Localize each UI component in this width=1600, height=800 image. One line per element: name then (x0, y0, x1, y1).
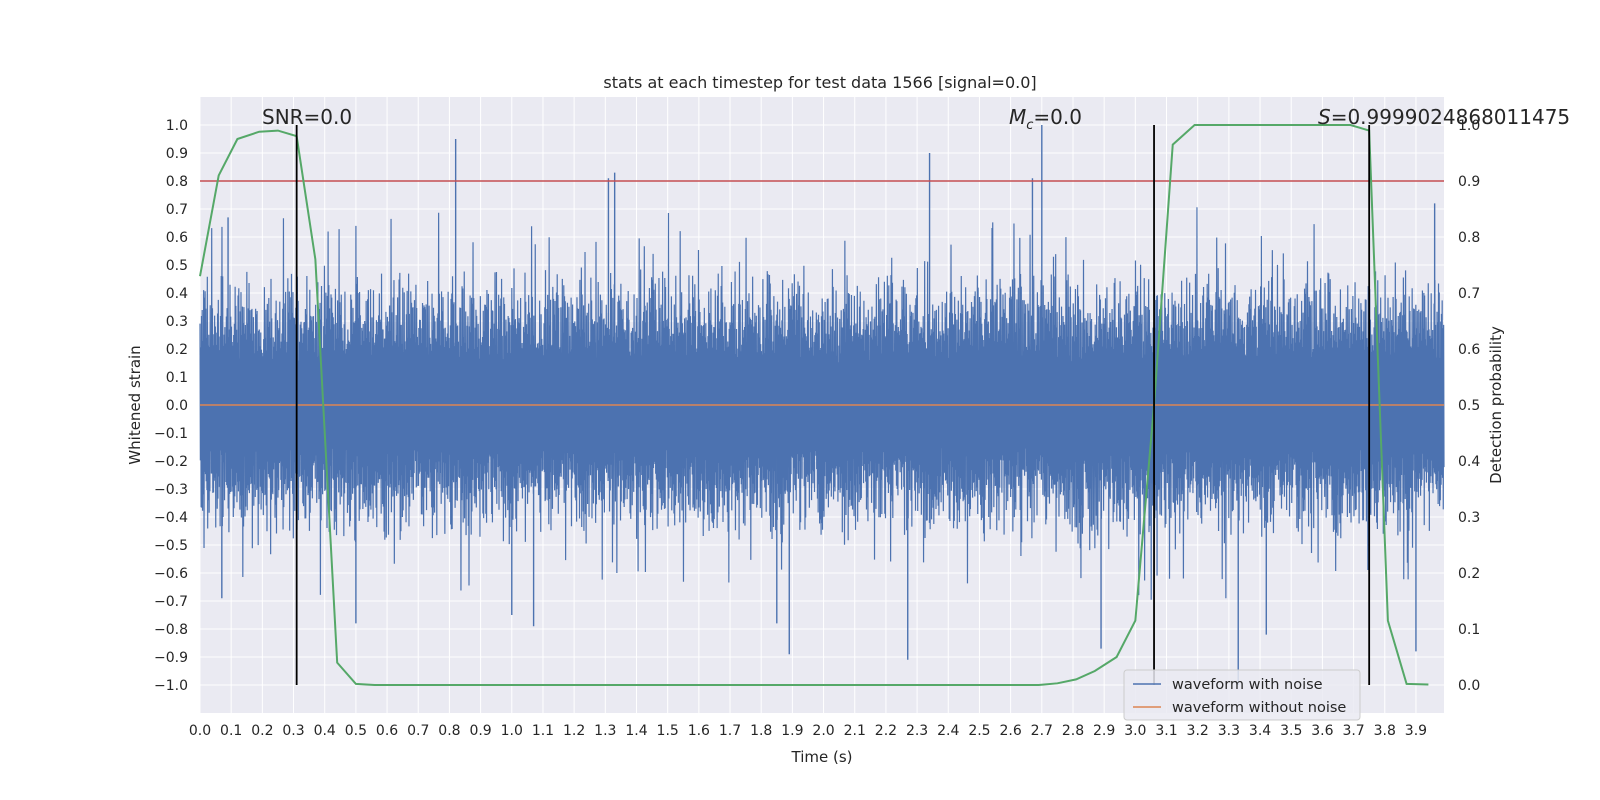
x-tick-label: 0.8 (438, 723, 460, 739)
right-y-tick-label: 0.9 (1458, 174, 1480, 190)
x-tick-label: 3.3 (1218, 723, 1240, 739)
y-tick-label: 0.9 (166, 146, 188, 162)
right-y-axis-label: Detection probability (1487, 326, 1505, 484)
x-tick-label: 0.0 (189, 723, 211, 739)
score-annotation: S=0.9999024868011475 (1318, 105, 1570, 129)
x-tick-label: 3.9 (1405, 723, 1427, 739)
detection-probability-series (199, 124, 1429, 686)
vertical-markers (295, 125, 1371, 685)
y-axis-label: Whitened strain (126, 345, 144, 464)
y-tick-label: −0.8 (154, 622, 188, 638)
y-tick-label: 0.0 (166, 398, 188, 414)
y-tick-label: −0.6 (154, 566, 188, 582)
x-tick-label: 1.9 (781, 723, 803, 739)
x-tick-label: 3.6 (1311, 723, 1333, 739)
x-tick-label: 2.5 (968, 723, 990, 739)
mc-value: =0.0 (1033, 105, 1082, 129)
y-tick-label: −0.9 (154, 650, 188, 666)
y-tick-label: −0.3 (154, 482, 188, 498)
s-symbol: S (1318, 105, 1331, 129)
x-tick-label: 2.0 (812, 723, 834, 739)
x-tick-label: 1.8 (750, 723, 772, 739)
right-y-tick-label: 0.2 (1458, 566, 1480, 582)
y-tick-label: −0.2 (154, 454, 188, 470)
x-tick-label: 0.3 (282, 723, 304, 739)
chirp-mass-annotation: Mc=0.0 (1009, 105, 1082, 133)
y-tick-label: 0.7 (166, 202, 188, 218)
x-tick-label: 2.6 (999, 723, 1021, 739)
x-tick-label: 2.2 (875, 723, 897, 739)
detection-probability-line (199, 124, 1429, 686)
right-y-tick-label: 0.0 (1458, 678, 1480, 694)
x-tick-label: 3.7 (1342, 723, 1364, 739)
legend-label-clean: waveform without noise (1172, 700, 1346, 716)
y-tick-label: −0.1 (154, 426, 188, 442)
x-tick-labels: 0.0 0.1 0.2 0.3 0.4 0.5 0.6 0.7 0.8 0.9 1.0 1.1 1.2 1… (189, 723, 1427, 739)
x-tick-label: 2.7 (1031, 723, 1053, 739)
x-tick-label: 3.2 (1187, 723, 1209, 739)
x-tick-label: 2.3 (906, 723, 928, 739)
x-tick-label: 1.2 (563, 723, 585, 739)
y-tick-label: −1.0 (154, 678, 188, 694)
x-tick-label: 1.0 (501, 723, 523, 739)
legend-label-noisy: waveform with noise (1172, 677, 1323, 693)
x-tick-label: 3.1 (1155, 723, 1177, 739)
x-tick-label: 1.5 (657, 723, 679, 739)
legend: waveform with noise waveform without noi… (1123, 669, 1361, 721)
x-tick-label: 3.8 (1374, 723, 1396, 739)
y-tick-label: 0.3 (166, 314, 188, 330)
x-tick-label: 1.4 (625, 723, 647, 739)
x-tick-label: 1.7 (719, 723, 741, 739)
right-y-tick-label: 0.1 (1458, 622, 1480, 638)
mc-symbol: M (1009, 105, 1026, 129)
x-tick-label: 0.7 (407, 723, 429, 739)
x-tick-label: 1.1 (532, 723, 554, 739)
x-tick-label: 2.8 (1062, 723, 1084, 739)
x-tick-label: 1.6 (688, 723, 710, 739)
x-tick-label: 0.9 (469, 723, 491, 739)
mc-subscript: c (1026, 118, 1033, 133)
x-tick-label: 0.2 (251, 723, 273, 739)
x-tick-label: 0.6 (376, 723, 398, 739)
legend-box (1123, 669, 1361, 721)
s-value: =0.9999024868011475 (1331, 105, 1570, 129)
y-tick-label: 0.4 (166, 286, 188, 302)
y-tick-label: −0.4 (154, 510, 188, 526)
y-tick-label: 1.0 (166, 118, 188, 134)
y-tick-labels: 1.0 0.9 0.8 0.7 0.6 0.5 0.4 0.3 0.2 0.1 0.0 −0.1 −0.… (154, 118, 188, 694)
noisy-waveform-line (199, 207, 1445, 600)
right-y-tick-label: 0.4 (1458, 454, 1480, 470)
x-tick-label: 0.5 (345, 723, 367, 739)
x-tick-label: 3.5 (1280, 723, 1302, 739)
right-y-tick-label: 0.6 (1458, 342, 1480, 358)
chart-title: stats at each timestep for test data 156… (603, 73, 1036, 92)
right-y-tick-label: 1.0 (1458, 118, 1480, 134)
right-y-tick-label: 0.8 (1458, 230, 1480, 246)
x-tick-label: 3.0 (1124, 723, 1146, 739)
right-y-tick-labels: 1.0 0.9 0.8 0.7 0.6 0.5 0.4 0.3 0.2 0.1 0.0 (1458, 118, 1480, 694)
x-tick-label: 0.4 (314, 723, 336, 739)
x-tick-label: 1.3 (594, 723, 616, 739)
x-tick-label: 0.1 (220, 723, 242, 739)
x-axis-label: Time (s) (791, 748, 853, 766)
y-tick-label: −0.7 (154, 594, 188, 610)
right-y-tick-label: 0.3 (1458, 510, 1480, 526)
right-y-tick-label: 0.7 (1458, 286, 1480, 302)
y-tick-label: 0.2 (166, 342, 188, 358)
y-tick-label: 0.1 (166, 370, 188, 386)
x-tick-label: 2.4 (937, 723, 959, 739)
x-tick-label: 2.1 (844, 723, 866, 739)
snr-annotation: SNR=0.0 (262, 105, 352, 129)
y-tick-label: −0.5 (154, 538, 188, 554)
x-tick-label: 3.4 (1249, 723, 1271, 739)
y-tick-label: 0.6 (166, 230, 188, 246)
x-tick-label: 2.9 (1093, 723, 1115, 739)
right-y-tick-label: 0.5 (1458, 398, 1480, 414)
y-tick-label: 0.5 (166, 258, 188, 274)
y-tick-label: 0.8 (166, 174, 188, 190)
